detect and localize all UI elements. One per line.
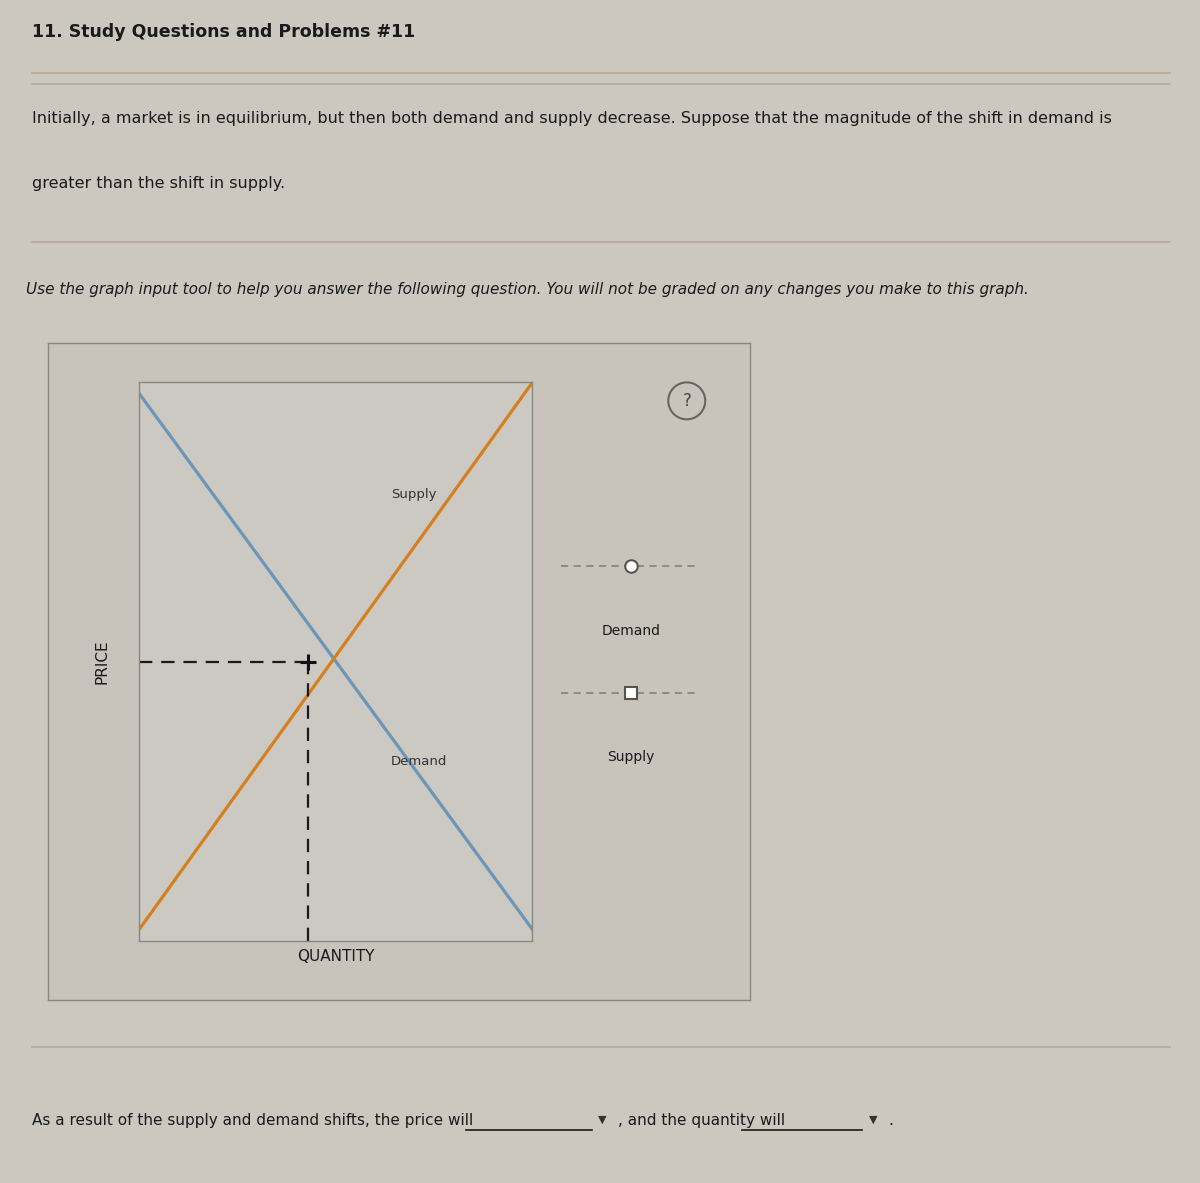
Text: Use the graph input tool to help you answer the following question. You will not: Use the graph input tool to help you ans…: [26, 283, 1030, 297]
Text: As a result of the supply and demand shifts, the price will: As a result of the supply and demand shi…: [32, 1112, 474, 1127]
Text: .: .: [888, 1112, 893, 1127]
Text: , and the quantity will: , and the quantity will: [618, 1112, 785, 1127]
Text: 11. Study Questions and Problems #11: 11. Study Questions and Problems #11: [32, 24, 415, 41]
Text: ▼: ▼: [598, 1116, 606, 1125]
Text: ?: ?: [683, 392, 691, 409]
Text: Demand: Demand: [601, 623, 660, 638]
Text: Initially, a market is in equilibrium, but then both demand and supply decrease.: Initially, a market is in equilibrium, b…: [32, 111, 1112, 127]
Text: Demand: Demand: [391, 756, 448, 769]
Text: ▼: ▼: [869, 1116, 877, 1125]
Text: greater than the shift in supply.: greater than the shift in supply.: [32, 176, 286, 192]
Text: Supply: Supply: [391, 487, 437, 500]
X-axis label: QUANTITY: QUANTITY: [298, 949, 374, 964]
Text: Supply: Supply: [607, 750, 654, 764]
Text: PRICE: PRICE: [95, 639, 109, 684]
